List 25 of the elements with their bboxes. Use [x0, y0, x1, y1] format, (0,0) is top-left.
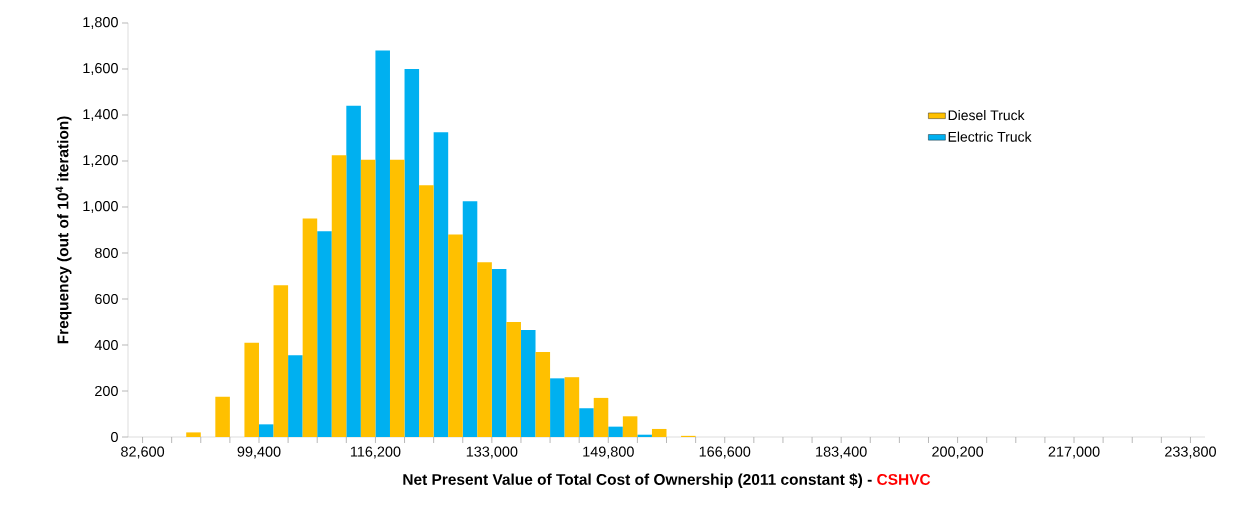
y-tick-label: 1,800 — [83, 17, 118, 29]
x-tick-label: 133,000 — [466, 446, 518, 459]
text: CSHVC — [877, 473, 931, 485]
x-tick-label: 82,600 — [121, 446, 165, 459]
y-tick-label: 1,400 — [83, 109, 118, 121]
y-axis-title: Frequency (out of 10$^{4}$ iteration) — [55, 116, 72, 344]
legend-label: Diesel Truck — [948, 109, 1025, 121]
y-tick-label: 1,000 — [83, 201, 118, 213]
x-tick-label: 217,000 — [1048, 446, 1100, 459]
x-tick-label: 149,800 — [583, 446, 634, 459]
y-tick-label: 800 — [95, 247, 118, 259]
y-tick-label: 1,200 — [83, 155, 118, 167]
y-tick-label: 0 — [111, 431, 118, 443]
x-tick-label: 233,800 — [1165, 446, 1216, 459]
y-tick-label: 1,600 — [83, 63, 118, 75]
x-tick-label: 200,200 — [932, 446, 984, 459]
x-tick-label: 183,400 — [816, 446, 867, 459]
y-tick-label: 600 — [95, 293, 118, 305]
x-axis-title: Net Present Value of Total Cost of Ownership (2011 constant $) - — [403, 473, 872, 488]
y-tick-label: 400 — [94, 339, 118, 351]
legend-label: Electric Truck — [948, 131, 1032, 142]
x-tick-label: 116,200 — [350, 446, 401, 459]
y-tick-label: 200 — [95, 385, 118, 397]
x-tick-label: 166,600 — [699, 446, 751, 459]
x-tick-label: 99,400 — [237, 446, 281, 459]
